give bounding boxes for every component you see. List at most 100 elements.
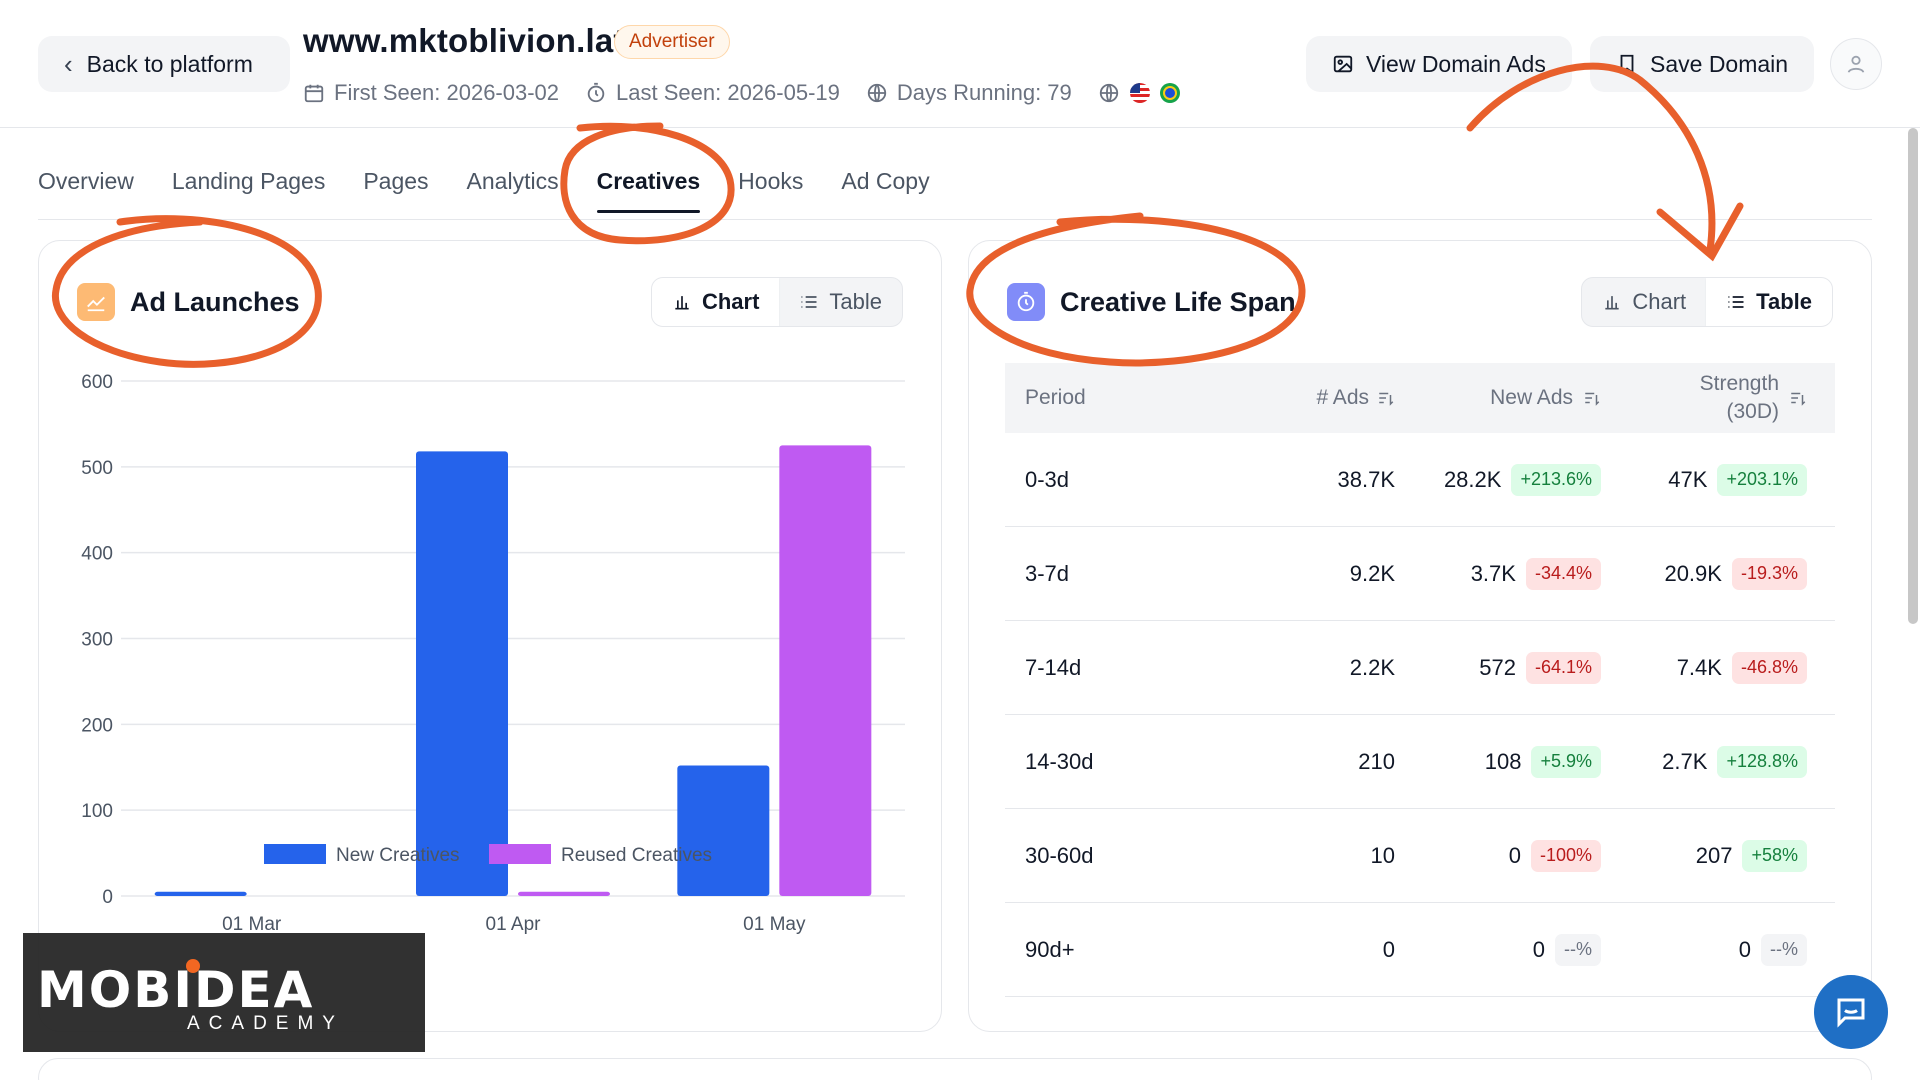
strength-value: 47K	[1668, 466, 1708, 492]
new-ads-value: 0	[1508, 842, 1521, 868]
cell-period: 7-14d	[1005, 655, 1235, 681]
col-new-ads-label: New Ads	[1490, 386, 1573, 409]
table-row: 3-7d 9.2K 3.7K -34.4% 20.9K -19.3%	[1005, 527, 1835, 621]
x-tick-label: 01 Apr	[486, 914, 542, 935]
tab-analytics[interactable]: Analytics	[466, 168, 559, 194]
col-period[interactable]: Period	[1025, 386, 1086, 409]
cell-new-ads: 0 --%	[1395, 933, 1601, 966]
cell-period: 30-60d	[1005, 843, 1235, 869]
cell-strength: 207 +58%	[1601, 839, 1807, 872]
y-tick-label: 200	[81, 715, 113, 736]
cell-ads: 38.7K	[1235, 466, 1396, 493]
new-ads-change-badge: +213.6%	[1511, 463, 1601, 496]
period-value: 90d+	[1025, 936, 1075, 962]
table-body: 0-3d 38.7K 28.2K +213.6% 47K +203.1% 3-7d 9.2K 3…	[1005, 433, 1835, 997]
table-view-label: Table	[829, 289, 882, 314]
new-ads-change-badge: --%	[1555, 933, 1601, 966]
new-ads-value: 0	[1532, 936, 1545, 962]
col-strength-line2: (30D)	[1726, 400, 1779, 423]
y-tick-label: 400	[81, 544, 113, 565]
tab-creatives[interactable]: Creatives	[596, 168, 700, 213]
new-ads-value: 3.7K	[1470, 560, 1516, 586]
list-icon	[801, 296, 817, 308]
bar	[416, 451, 508, 896]
strength-change-badge: +58%	[1742, 839, 1807, 872]
cell-period: 14-30d	[1005, 749, 1235, 775]
ads-value: 210	[1358, 748, 1395, 774]
legend-label: New Creatives	[336, 845, 460, 866]
col-ads[interactable]: # Ads	[1235, 386, 1395, 410]
save-domain-button[interactable]: Save Domain	[1590, 36, 1815, 92]
cell-new-ads: 0 -100%	[1395, 839, 1601, 872]
new-ads-change-badge: +5.9%	[1531, 745, 1601, 778]
view-domain-ads-label: View Domain Ads	[1366, 50, 1546, 77]
page-header: ‹ Back to platform www.mktoblivion.lat A…	[0, 0, 1920, 128]
table-view-button[interactable]: Table	[779, 278, 902, 326]
domain-meta: First Seen: 2026-03-02 Last Seen: 2026-0…	[303, 80, 1180, 106]
table-row: 90d+ 0 0 --% 0 --%	[1005, 903, 1835, 997]
last-seen: Last Seen: 2026-05-19	[585, 80, 840, 106]
period-value: 3-7d	[1025, 560, 1070, 586]
cell-period: 0-3d	[1005, 467, 1235, 493]
view-domain-ads-button[interactable]: View Domain Ads	[1306, 36, 1572, 92]
tab-overview[interactable]: Overview	[38, 168, 134, 194]
user-icon	[1847, 55, 1865, 73]
section-tabs: Overview Landing Pages Pages Analytics C…	[38, 168, 930, 213]
watermark-sub: ACADEMY	[187, 1013, 344, 1034]
cell-ads: 2.2K	[1235, 655, 1395, 681]
bar	[779, 445, 872, 896]
stopwatch-icon	[1007, 283, 1045, 321]
days-running-text: Days Running: 79	[896, 80, 1072, 105]
image-icon	[1333, 55, 1353, 73]
bar	[154, 891, 247, 896]
bar-chart-icon	[675, 296, 689, 310]
support-chat-button[interactable]	[1814, 975, 1888, 1049]
chart-view-button[interactable]: Chart	[651, 278, 780, 326]
tab-landing-pages[interactable]: Landing Pages	[171, 168, 326, 194]
legend-label: Reused Creatives	[561, 845, 712, 866]
chart-view-label: Chart	[1632, 289, 1687, 314]
cell-strength: 47K +203.1%	[1601, 463, 1807, 496]
new-ads-value: 108	[1484, 748, 1522, 774]
days-running: Days Running: 79	[866, 80, 1072, 106]
life-span-title: Creative Life Span	[1060, 286, 1296, 317]
us-flag-icon	[1129, 83, 1150, 103]
chart-view-button[interactable]: Chart	[1582, 278, 1706, 326]
ads-value: 38.7K	[1337, 466, 1396, 492]
y-tick-label: 500	[81, 458, 113, 479]
table-row: 0-3d 38.7K 28.2K +213.6% 47K +203.1%	[1005, 433, 1835, 527]
table-header-row: Period # Ads New Ads Strength (30D)	[1005, 363, 1835, 433]
strength-change-badge: +203.1%	[1717, 463, 1807, 496]
cell-new-ads: 572 -64.1%	[1395, 651, 1601, 684]
life-span-header: Creative Life Span	[1007, 283, 1296, 321]
strength-change-badge: --%	[1761, 933, 1807, 966]
cell-ads: 9.2K	[1235, 561, 1395, 587]
table-row: 14-30d 210 108 +5.9% 2.7K +128.8%	[1005, 715, 1835, 809]
strength-change-badge: +128.8%	[1717, 745, 1807, 778]
ad-launches-chart: 0 100 200 300 400 500 600 01 Mar 01 Apr 01 May New…	[81, 372, 905, 935]
chat-icon	[1837, 998, 1865, 1028]
table-view-button[interactable]: Table	[1706, 278, 1832, 326]
cell-strength: 2.7K +128.8%	[1601, 745, 1807, 778]
chart-view-label: Chart	[701, 289, 760, 314]
tabs-divider	[38, 219, 1872, 220]
strength-value: 0	[1738, 936, 1751, 962]
last-seen-text: Last Seen: 2026-05-19	[616, 80, 840, 105]
bar	[518, 891, 610, 896]
col-strength[interactable]: Strength (30D)	[1601, 370, 1807, 426]
strength-value: 7.4K	[1676, 654, 1722, 680]
y-tick-label: 100	[81, 801, 113, 822]
watermark-main: MOBIDEA	[37, 961, 315, 1019]
cell-ads: 0	[1235, 937, 1395, 963]
calendar-icon	[304, 84, 324, 103]
tab-pages[interactable]: Pages	[363, 168, 429, 194]
page-scrollbar[interactable]	[1908, 128, 1918, 624]
tab-hooks[interactable]: Hooks	[738, 168, 804, 194]
back-to-platform-button[interactable]: ‹ Back to platform	[38, 36, 290, 92]
user-avatar[interactable]	[1830, 38, 1882, 90]
ads-value: 2.2K	[1349, 654, 1395, 680]
y-tick-label: 600	[81, 372, 113, 393]
col-new-ads[interactable]: New Ads	[1395, 386, 1601, 410]
cell-strength: 0 --%	[1601, 933, 1807, 966]
tab-ad-copy[interactable]: Ad Copy	[841, 168, 930, 194]
